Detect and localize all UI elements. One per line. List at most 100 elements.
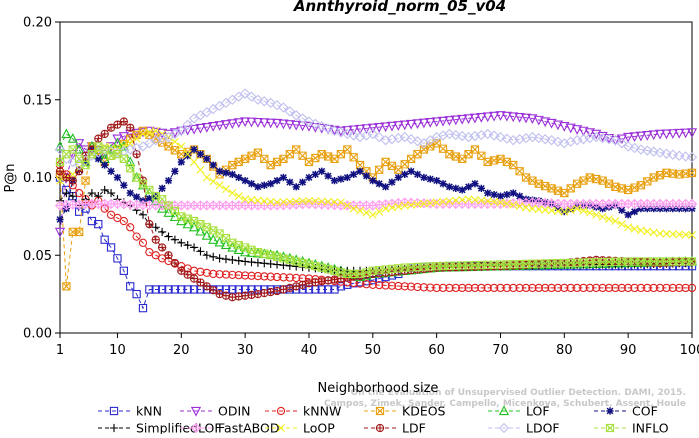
legend-item-odin: ODIN (180, 404, 251, 419)
data-point-loop (183, 150, 192, 159)
data-point-knnw (375, 280, 384, 290)
data-point-knnw (598, 283, 607, 293)
data-point-ldof (303, 116, 315, 127)
legend-label: kNNW (303, 404, 341, 419)
data-point-ldf (157, 243, 167, 252)
data-point-odin (240, 117, 251, 128)
data-point-lof (169, 211, 181, 222)
data-point-knnw (113, 213, 122, 223)
chart-title: Annthyroid_norm_05_v04 (293, 0, 506, 15)
data-point-odin (361, 124, 372, 134)
data-point-ldof (680, 151, 691, 162)
data-point-cof (509, 189, 517, 197)
data-point-knnw (400, 282, 409, 291)
data-point-ldof (667, 149, 679, 160)
data-point-odin (367, 123, 378, 134)
data-point-odin (686, 128, 698, 138)
legend-marker-kdeos (375, 406, 385, 416)
data-point-knn (317, 285, 326, 294)
data-point-simplifiedlof (253, 258, 262, 267)
data-point-ldf (75, 167, 84, 176)
data-point-fastabod (686, 198, 698, 210)
data-point-knnw (515, 283, 524, 293)
legend-item-simplifiedlof: SimplifiedLOF (98, 421, 222, 436)
data-point-cof (279, 173, 288, 182)
data-point-knnw (534, 283, 543, 293)
legend-label: ODIN (218, 404, 251, 419)
x-tick-label: 50 (365, 343, 382, 358)
data-point-ldof (259, 96, 270, 107)
data-point-knnw (528, 283, 537, 293)
data-point-odin (374, 122, 385, 133)
data-point-ldof (361, 130, 372, 141)
data-point-ldf (292, 282, 300, 290)
data-point-loop (317, 197, 326, 206)
data-point-simplifiedlof (234, 256, 243, 265)
data-point-loop (432, 198, 441, 207)
data-point-odin (188, 124, 200, 135)
y-tick-label: 0.15 (23, 93, 52, 108)
data-point-simplifiedlof (62, 188, 71, 198)
data-point-cof (203, 155, 211, 163)
data-point-ldof (412, 136, 423, 147)
data-point-loop (324, 197, 333, 206)
data-point-ldf (240, 291, 250, 300)
data-point-knn (126, 282, 135, 291)
legend-marker-ldof (498, 422, 510, 434)
legend-item-inflo: INFLO (594, 421, 669, 436)
data-point-odin (642, 131, 653, 141)
data-point-cof (337, 175, 345, 183)
data-point-ldof (616, 138, 627, 149)
data-point-knnw (285, 273, 294, 282)
data-point-knnw (464, 283, 473, 293)
legend-marker-ldf (375, 423, 385, 433)
data-point-loop (126, 139, 135, 148)
legend-item-knn: kNN (98, 404, 162, 419)
series-line-loop (59, 130, 693, 236)
data-point-knn (113, 254, 122, 263)
x-tick-label: 70 (492, 343, 509, 358)
legend-label: LDOF (526, 421, 560, 435)
data-point-cof (209, 161, 217, 169)
data-point-odin (176, 126, 187, 137)
data-point-loop (541, 205, 550, 214)
data-point-ldof (291, 110, 302, 121)
legend-item-ldf: LDF (364, 421, 426, 436)
data-point-cof (369, 177, 377, 185)
data-point-cof (324, 172, 332, 180)
data-point-cof (113, 173, 122, 182)
data-point-odin (571, 125, 583, 135)
data-point-knnw (432, 283, 441, 293)
data-point-odin (578, 126, 589, 137)
data-point-ldof (552, 136, 564, 147)
legend: kNN ODIN kNNW KDEOS LOF COF SimplifiedLOFFastA… (98, 404, 669, 436)
data-point-ldf (196, 278, 205, 287)
data-point-odin (674, 128, 685, 139)
data-point-ldf (190, 274, 198, 283)
data-point-ldf (100, 129, 109, 139)
data-point-loop (336, 198, 345, 207)
data-point-knnw (260, 272, 269, 281)
data-point-cof (318, 167, 326, 175)
data-point-lof (118, 140, 129, 151)
data-point-ldof (431, 131, 442, 143)
data-point-odin (552, 120, 564, 131)
data-point-cof (445, 183, 454, 191)
data-point-odin (303, 122, 315, 132)
data-point-inflo (55, 157, 65, 167)
data-point-odin (284, 120, 295, 130)
data-point-ldof (559, 138, 570, 149)
data-point-knnw (541, 283, 550, 293)
data-point-simplifiedlof (215, 254, 224, 263)
data-point-kdeos (687, 168, 697, 177)
data-point-ldf (145, 220, 153, 228)
data-point-loop (426, 199, 435, 207)
data-point-odin (533, 115, 544, 126)
data-point-lof (176, 215, 187, 226)
data-point-knnw (649, 283, 658, 293)
data-point-simplifiedlof (228, 255, 237, 265)
data-point-odin (291, 120, 302, 131)
data-point-odin (157, 128, 168, 139)
data-point-knnw (362, 280, 371, 289)
data-point-loop (502, 199, 511, 208)
